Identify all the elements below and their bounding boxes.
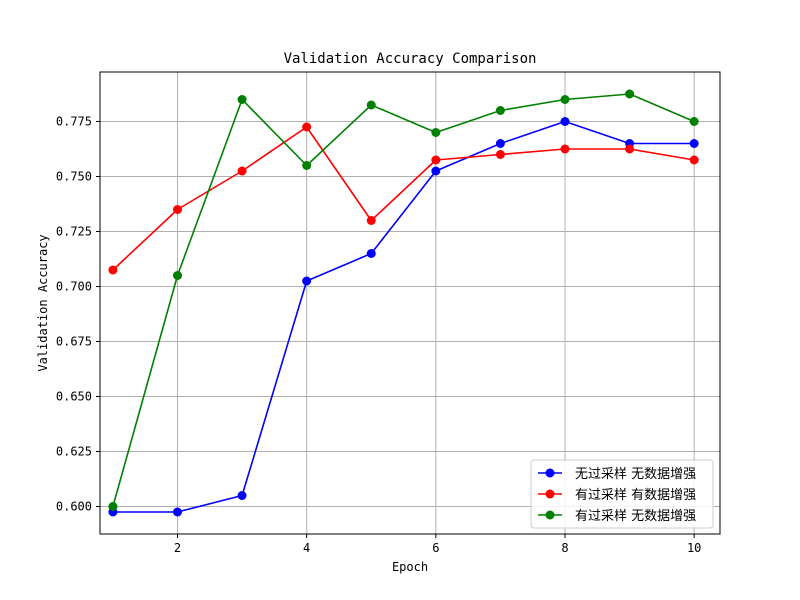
x-tick-label: 8 [561,541,568,555]
series-layer [108,89,699,517]
data-point [495,106,505,115]
data-point [431,166,441,176]
x-tick-label: 10 [687,541,701,555]
y-tick-label: 0.725 [56,225,92,239]
data-point [108,265,118,275]
x-ticks: 2 4 6 8 10 [174,534,701,555]
y-tick-label: 0.675 [56,335,92,349]
legend-box [530,459,714,529]
data-point [560,117,570,126]
data-point [173,271,182,280]
data-point [625,144,635,154]
data-point [431,155,441,165]
data-point [689,117,699,126]
series-line [112,120,695,513]
y-tick-label: 0.625 [56,445,92,459]
data-point [108,502,118,511]
y-ticks: 0.600 0.625 0.650 0.675 0.700 0.725 0.750 0.775 [56,115,100,514]
series-line [112,93,695,507]
series-2 [108,122,699,275]
legend-marker [545,510,555,520]
x-tick-label: 2 [174,541,181,555]
chart-title: Validation Accuracy Comparison [284,51,537,67]
y-tick-label: 0.750 [56,170,92,184]
data-point [431,128,441,137]
series-line [112,126,695,271]
legend-marker [545,468,555,478]
legend-label: 无过采样 无数据增强 [575,467,696,482]
series-3 [108,89,699,511]
y-tick-label: 0.775 [56,115,92,129]
data-point [302,122,312,132]
data-point [173,205,182,214]
data-point [560,95,570,104]
legend-label: 有过采样 有数据增强 [575,488,696,503]
data-point [366,100,376,110]
data-point [495,150,505,159]
y-tick-label: 0.600 [56,500,92,514]
data-point [237,491,247,500]
data-point [625,89,635,99]
data-point [237,166,247,176]
data-point [237,95,247,104]
x-tick-label: 4 [303,541,310,555]
y-axis-label: Validation Accuracy [36,234,50,371]
legend-marker [545,489,555,499]
x-axis-label: Epoch [392,560,428,574]
data-point [560,144,570,154]
data-point [495,139,505,148]
grid-lines [100,72,720,534]
data-point [366,249,376,258]
data-point [689,155,699,165]
data-point [173,507,182,517]
data-point [302,161,312,170]
data-point [366,216,376,225]
y-tick-label: 0.650 [56,390,92,404]
legend-entry: 有过采样 有数据增强 [538,488,696,503]
y-tick-label: 0.700 [56,280,92,294]
legend-entry: 有过采样 无数据增强 [538,509,696,524]
plot-frame [99,71,721,535]
x-tick-label: 6 [432,541,439,555]
legend-entry: 无过采样 无数据增强 [538,467,696,482]
legend-label: 有过采样 无数据增强 [575,509,696,524]
data-point [302,276,312,286]
data-point [689,139,699,148]
